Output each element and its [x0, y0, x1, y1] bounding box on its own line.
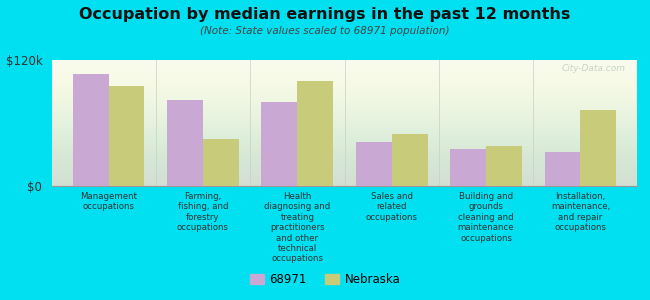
Bar	[356, 142, 392, 186]
Bar	[580, 110, 616, 186]
Bar	[203, 139, 239, 186]
Text: City-Data.com: City-Data.com	[562, 64, 625, 73]
Text: Building and
grounds
cleaning and
maintenance
occupations: Building and grounds cleaning and mainte…	[458, 192, 514, 243]
Text: Installation,
maintenance,
and repair
occupations: Installation, maintenance, and repair oc…	[551, 192, 610, 232]
Bar	[73, 74, 109, 186]
Text: Health
diagnosing and
treating
practitioners
and other
technical
occupations: Health diagnosing and treating practitio…	[264, 192, 330, 263]
Text: (Note: State values scaled to 68971 population): (Note: State values scaled to 68971 popu…	[200, 26, 450, 35]
Text: Sales and
related
occupations: Sales and related occupations	[366, 192, 418, 222]
Legend: 68971, Nebraska: 68971, Nebraska	[245, 269, 405, 291]
Bar	[392, 134, 428, 186]
Bar	[261, 102, 297, 186]
Bar	[167, 100, 203, 186]
Bar	[109, 86, 144, 186]
Bar	[486, 146, 522, 186]
Bar	[545, 152, 580, 186]
Bar	[297, 81, 333, 186]
Text: Management
occupations: Management occupations	[80, 192, 137, 212]
Bar	[450, 149, 486, 186]
Text: Occupation by median earnings in the past 12 months: Occupation by median earnings in the pas…	[79, 8, 571, 22]
Text: Farming,
fishing, and
forestry
occupations: Farming, fishing, and forestry occupatio…	[177, 192, 229, 232]
